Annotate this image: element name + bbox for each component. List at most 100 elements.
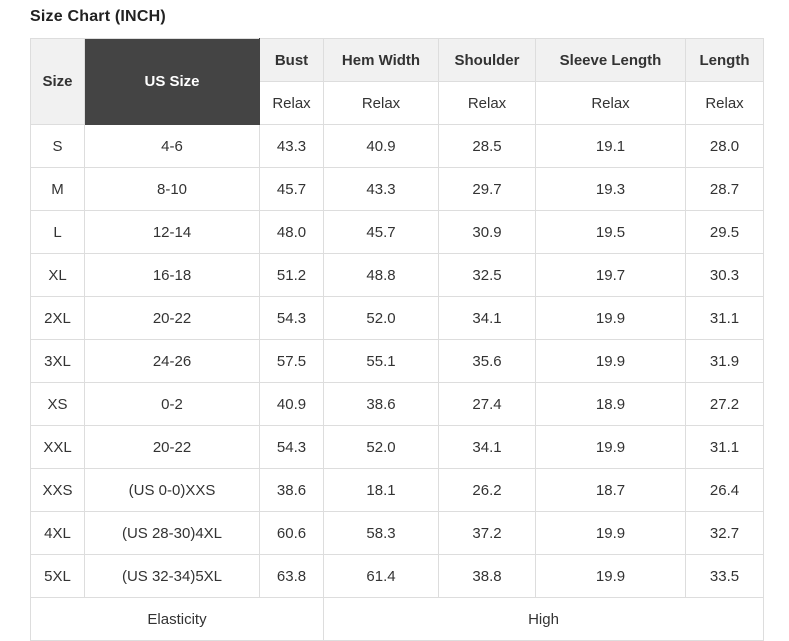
- table-cell: 43.3: [323, 167, 439, 211]
- table-cell: 45.7: [323, 210, 439, 254]
- elasticity-row: Elasticity High: [30, 597, 764, 641]
- table-cell: 31.1: [685, 425, 764, 469]
- fit-type-cell: Relax: [259, 81, 324, 125]
- table-cell: XXS: [30, 468, 85, 512]
- measure-column-header: Bust: [259, 38, 324, 82]
- table-cell: 27.2: [685, 382, 764, 426]
- table-cell: 57.5: [259, 339, 324, 383]
- table-cell: 20-22: [84, 296, 260, 340]
- table-row: XXL 20-22 54.3 52.0 34.1 19.9 31.1: [30, 425, 764, 469]
- table-cell: 63.8: [259, 554, 324, 598]
- header-row-measures: Size US Size Bust Hem Width Shoulder Sleeve…: [30, 38, 764, 125]
- table-row: M 8-10 45.7 43.3 29.7 19.3 28.7: [30, 167, 764, 211]
- table-cell: 26.4: [685, 468, 764, 512]
- table-cell: S: [30, 124, 85, 168]
- table-cell: 3XL: [30, 339, 85, 383]
- table-cell: 40.9: [323, 124, 439, 168]
- table-row: 5XL (US 32-34)5XL 63.8 61.4 38.8 19.9 33.5: [30, 554, 764, 598]
- table-cell: XS: [30, 382, 85, 426]
- table-cell: 28.0: [685, 124, 764, 168]
- table-cell: 34.1: [438, 425, 536, 469]
- table-cell: (US 32-34)5XL: [84, 554, 260, 598]
- table-cell: 28.7: [685, 167, 764, 211]
- table-cell: 19.9: [535, 554, 686, 598]
- table-cell: M: [30, 167, 85, 211]
- table-cell: 31.1: [685, 296, 764, 340]
- table-cell: 32.7: [685, 511, 764, 555]
- table-cell: 61.4: [323, 554, 439, 598]
- table-cell: 28.5: [438, 124, 536, 168]
- size-table-body: S 4-6 43.3 40.9 28.5 19.1 28.0 M 8-10 45.7 43.3 29.…: [30, 124, 764, 598]
- table-row: XL 16-18 51.2 48.8 32.5 19.7 30.3: [30, 253, 764, 297]
- fit-type-cell: Relax: [438, 81, 536, 125]
- table-cell: 48.0: [259, 210, 324, 254]
- table-cell: 19.9: [535, 511, 686, 555]
- table-cell: 19.1: [535, 124, 686, 168]
- table-cell: 29.5: [685, 210, 764, 254]
- size-chart-table: Size US Size Bust Hem Width Shoulder Sleeve…: [30, 38, 764, 641]
- table-cell: 54.3: [259, 425, 324, 469]
- table-cell: 48.8: [323, 253, 439, 297]
- table-row: L 12-14 48.0 45.7 30.9 19.5 29.5: [30, 210, 764, 254]
- elasticity-value-cell: High: [323, 597, 764, 641]
- table-cell: XXL: [30, 425, 85, 469]
- table-cell: (US 28-30)4XL: [84, 511, 260, 555]
- table-cell: 2XL: [30, 296, 85, 340]
- table-cell: 58.3: [323, 511, 439, 555]
- table-cell: 24-26: [84, 339, 260, 383]
- table-cell: 55.1: [323, 339, 439, 383]
- size-chart-footer: Elasticity High: [30, 597, 764, 641]
- fit-type-cell: Relax: [535, 81, 686, 125]
- table-cell: 30.9: [438, 210, 536, 254]
- table-cell: 19.3: [535, 167, 686, 211]
- table-cell: 5XL: [30, 554, 85, 598]
- table-cell: 33.5: [685, 554, 764, 598]
- table-cell: 18.1: [323, 468, 439, 512]
- table-cell: L: [30, 210, 85, 254]
- table-cell: 32.5: [438, 253, 536, 297]
- table-row: XS 0-2 40.9 38.6 27.4 18.9 27.2: [30, 382, 764, 426]
- table-cell: 19.7: [535, 253, 686, 297]
- table-cell: 60.6: [259, 511, 324, 555]
- table-cell: 16-18: [84, 253, 260, 297]
- table-cell: 52.0: [323, 296, 439, 340]
- table-cell: 51.2: [259, 253, 324, 297]
- table-cell: 38.6: [323, 382, 439, 426]
- page-title: Size Chart (INCH): [30, 8, 166, 25]
- table-cell: 45.7: [259, 167, 324, 211]
- us-size-column-header: US Size: [84, 38, 260, 125]
- table-cell: 40.9: [259, 382, 324, 426]
- table-cell: 38.8: [438, 554, 536, 598]
- measure-column-header: Shoulder: [438, 38, 536, 82]
- table-cell: 35.6: [438, 339, 536, 383]
- table-cell: 19.9: [535, 425, 686, 469]
- table-cell: 31.9: [685, 339, 764, 383]
- table-row: S 4-6 43.3 40.9 28.5 19.1 28.0: [30, 124, 764, 168]
- table-cell: (US 0-0)XXS: [84, 468, 260, 512]
- table-row: XXS (US 0-0)XXS 38.6 18.1 26.2 18.7 26.4: [30, 468, 764, 512]
- table-cell: 12-14: [84, 210, 260, 254]
- elasticity-label-cell: Elasticity: [30, 597, 324, 641]
- table-cell: 27.4: [438, 382, 536, 426]
- table-cell: 43.3: [259, 124, 324, 168]
- table-cell: 8-10: [84, 167, 260, 211]
- measure-column-header: Hem Width: [323, 38, 439, 82]
- table-cell: 30.3: [685, 253, 764, 297]
- table-cell: 20-22: [84, 425, 260, 469]
- size-chart-header: Size US Size Bust Hem Width Shoulder Sleeve…: [30, 38, 764, 125]
- table-cell: 52.0: [323, 425, 439, 469]
- table-cell: 26.2: [438, 468, 536, 512]
- measure-column-header: Length: [685, 38, 764, 82]
- table-cell: 19.9: [535, 339, 686, 383]
- table-cell: 54.3: [259, 296, 324, 340]
- table-cell: 19.5: [535, 210, 686, 254]
- header-row-fit: Relax Relax Relax Relax Relax: [31, 81, 764, 125]
- table-cell: 0-2: [84, 382, 260, 426]
- table-cell: 38.6: [259, 468, 324, 512]
- table-row: 3XL 24-26 57.5 55.1 35.6 19.9 31.9: [30, 339, 764, 383]
- table-cell: 18.7: [535, 468, 686, 512]
- fit-type-cell: Relax: [323, 81, 439, 125]
- table-cell: 19.9: [535, 296, 686, 340]
- measure-column-header: Sleeve Length: [535, 38, 686, 82]
- table-row: 4XL (US 28-30)4XL 60.6 58.3 37.2 19.9 32.7: [30, 511, 764, 555]
